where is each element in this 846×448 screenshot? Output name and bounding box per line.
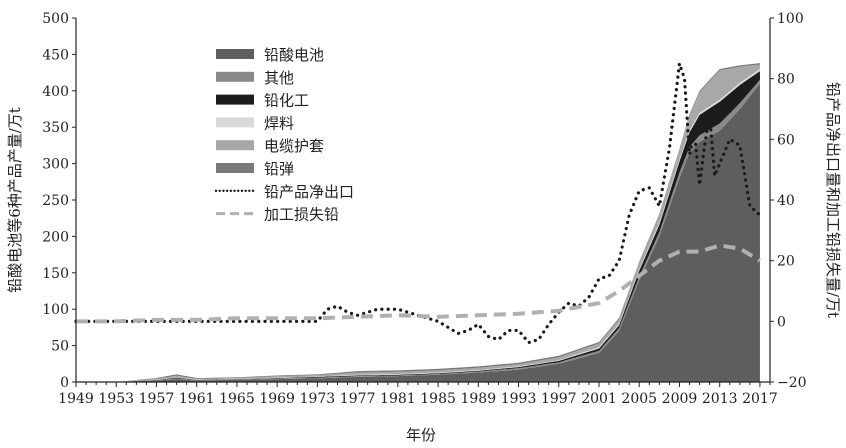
x-tick-label: 1989	[460, 391, 496, 407]
stacked-areas	[76, 63, 760, 383]
legend-label: 铅产品净出口	[264, 183, 354, 201]
x-tick-label: 2001	[581, 391, 617, 407]
legend-label: 铅弹	[264, 160, 294, 178]
x-tick-label: 1981	[380, 391, 416, 407]
legend-label: 焊料	[264, 114, 294, 132]
left-tick-label: 400	[42, 84, 69, 100]
left-tick-label: 300	[42, 157, 69, 173]
x-tick-label: 1973	[300, 391, 336, 407]
x-tick-label: 1961	[179, 391, 215, 407]
processing-loss-line	[76, 243, 761, 324]
line-series	[74, 62, 762, 345]
left-tick-label: 150	[42, 266, 69, 282]
x-tick-label: 1997	[541, 391, 577, 407]
legend-label: 铅化工	[264, 92, 309, 110]
x-tick-label: 1985	[420, 391, 456, 407]
left-axis-label: 铅酸电池等6种产品产量/万t	[6, 107, 24, 293]
left-tick-label: 450	[42, 47, 69, 63]
right-tick-label: 40	[777, 193, 795, 209]
legend-label: 铅酸电池	[264, 46, 324, 64]
axes: 0 50 100 150 200 250 300 350 400 450 500 −20 0 20 40 60…	[42, 11, 806, 407]
x-tick-label: 1977	[340, 391, 376, 407]
right-tick-label: 0	[777, 314, 786, 330]
x-axis-label: 年份	[406, 426, 436, 444]
x-tick-label: 1957	[139, 391, 175, 407]
legend-swatch	[216, 49, 254, 59]
x-tick-label: 1949	[58, 391, 94, 407]
left-tick-label: 0	[60, 375, 69, 391]
left-tick-label: 350	[42, 120, 69, 136]
left-tick-label: 200	[42, 229, 69, 245]
legend-label: 其他	[264, 69, 294, 87]
area-series-1	[76, 83, 760, 383]
right-tick-label: 80	[777, 72, 795, 88]
legend-swatch	[216, 117, 254, 128]
legend-swatch	[216, 140, 254, 151]
legend-label: 加工损失铅	[264, 206, 339, 224]
legend-swatch	[216, 163, 254, 173]
x-tick-label: 2009	[662, 391, 698, 407]
x-tick-label: 1969	[259, 391, 295, 407]
right-tick-label: 100	[777, 11, 804, 27]
x-tick-label: 2013	[702, 391, 738, 407]
x-tick-label: 1965	[219, 391, 255, 407]
left-tick-label: 500	[42, 11, 69, 27]
x-tick-label: 2005	[621, 391, 657, 407]
x-tick-label: 2017	[742, 391, 778, 407]
x-tick-label: 1953	[98, 391, 134, 407]
left-tick-label: 50	[51, 339, 69, 355]
right-axis-label: 铅产品净出口量和加工铅损失量/万t	[824, 82, 842, 318]
right-tick-label: 20	[777, 254, 795, 270]
left-tick-label: 100	[42, 302, 69, 318]
legend-label: 电缆护套	[264, 137, 324, 155]
legend-swatch	[216, 71, 254, 82]
left-tick-label: 250	[42, 193, 69, 209]
legend-swatch	[216, 94, 254, 105]
right-tick-label: −20	[777, 375, 807, 391]
right-tick-label: 60	[777, 132, 795, 148]
x-tick-label: 1993	[501, 391, 537, 407]
